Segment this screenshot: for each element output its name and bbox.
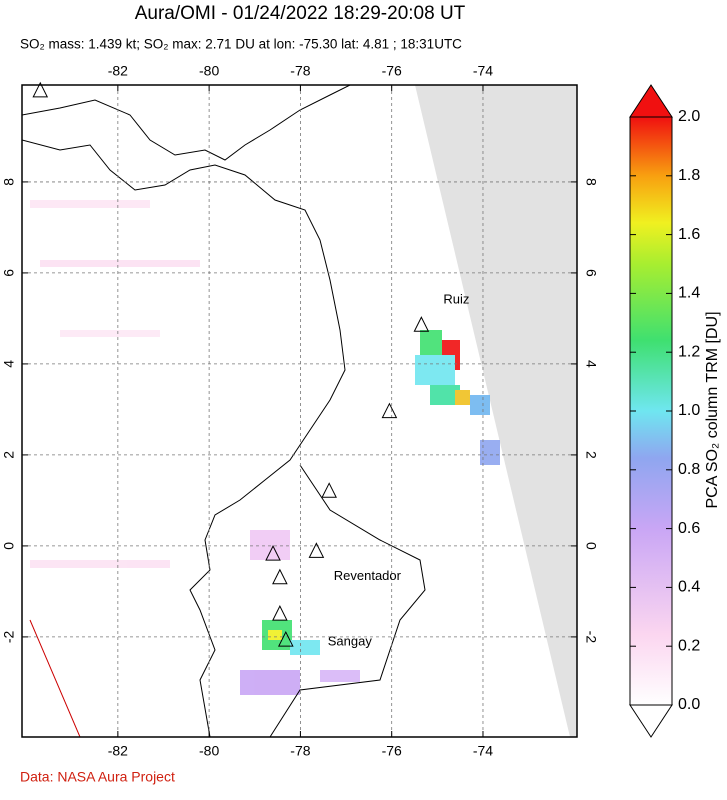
x-tick-label: -74 [473,743,493,759]
y-tick-label: 0 [583,542,599,550]
subtitle: SO₂ mass: 1.439 kt; SO₂ max: 2.71 DU at … [20,37,462,52]
x-tick-label: -74 [473,63,493,79]
x-tick-label: -80 [199,63,219,79]
y-tick-label: 6 [1,269,17,277]
volcano-marker [277,630,294,647]
colorbar-tick-label: 0.4 [678,579,700,596]
colorbar-scale [629,116,673,706]
track-line [29,619,81,737]
x-tick-label: -76 [382,63,402,79]
colorbar-min-arrow [629,704,673,738]
x-tick-label: -82 [108,63,128,79]
volcano-marker [32,81,49,98]
colorbar-tick-label: 0.6 [678,520,700,537]
colorbar-tick-label: 0.2 [678,637,700,654]
map-area [22,85,577,737]
colorbar-tick-label: 1.8 [678,167,700,184]
colorbar-tick-label: 0.8 [678,461,700,478]
y-tick-label: 4 [583,360,599,368]
so2-pixels [30,200,500,695]
x-tick-label: -82 [108,743,128,759]
map-frame [21,84,578,738]
footer: Data: NASA Aura Project [20,769,175,785]
y-tick-label: 2 [1,451,17,459]
colorbar-tick-label: 1.0 [678,402,700,419]
volcano-marker [308,542,325,558]
y-tick-label: 6 [583,269,599,277]
y-tick-label: -2 [1,630,17,643]
colorbar-tick-label: 1.4 [678,285,700,302]
volcano-marker [272,568,288,585]
x-tick-label: -78 [290,743,310,759]
colorbar: PCA SO₂ column TRM [DU] 0.0 0.2 0.4 0.6 0.8 1… [629,84,721,738]
no-data-swath [415,85,577,737]
title: Aura/OMI - 01/24/2022 18:29-20:08 UT [135,3,466,24]
y-tick-label: -2 [583,631,599,644]
x-tick-label: -78 [290,63,310,79]
y-tick-label: 2 [583,451,599,459]
y-tick-label: 8 [1,178,17,186]
y-tick-label: 8 [583,178,599,186]
volcano-label: Ruiz [443,292,469,307]
volcano-marker [265,544,281,561]
volcano-marker [413,316,430,332]
colorbar-tick-label: 0.0 [678,696,700,713]
volcano-marker [272,605,288,621]
y-tick-label: 4 [1,360,17,368]
coastline [22,85,426,737]
volcano-label: Reventador [334,568,402,583]
volcano-marker [381,402,398,419]
x-tick-label: -80 [199,743,219,759]
colorbar-tick-label: 2.0 [678,108,700,125]
y-tick-label: 0 [1,542,17,550]
volcano-marker [321,482,337,498]
colorbar-label: PCA SO₂ column TRM [DU] [704,311,721,508]
volcano-label: Sangay [328,634,373,649]
colorbar-max-arrow [629,84,673,118]
colorbar-tick-label: 1.2 [678,343,700,360]
x-tick-label: -76 [382,743,402,759]
colorbar-tick-label: 1.6 [678,226,700,243]
